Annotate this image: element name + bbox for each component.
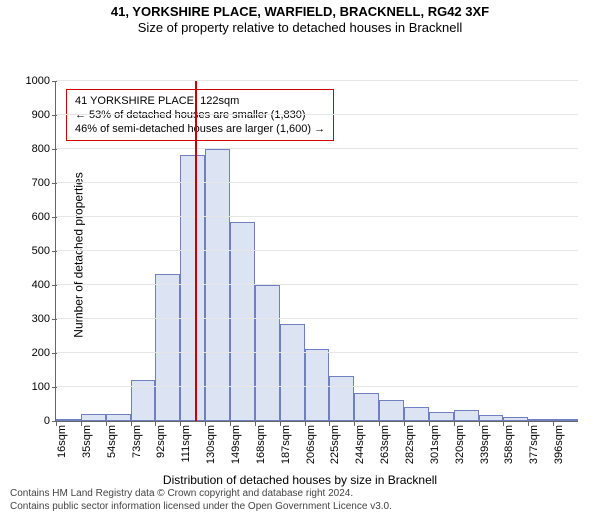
grid-line <box>56 182 578 183</box>
histogram-bar <box>553 419 578 421</box>
grid-line <box>56 352 578 353</box>
grid-line <box>56 148 578 149</box>
histogram-bar <box>56 419 81 421</box>
histogram-bar <box>379 400 404 420</box>
histogram-bar <box>155 274 180 420</box>
histogram-bar <box>528 419 553 421</box>
property-marker-line <box>195 81 197 421</box>
y-tick: 400 <box>32 279 56 291</box>
chart-titles: 41, YORKSHIRE PLACE, WARFIELD, BRACKNELL… <box>0 0 600 37</box>
histogram-bar <box>81 414 106 421</box>
footer-line-2: Contains public sector information licen… <box>10 500 600 513</box>
histogram-bar <box>180 155 205 420</box>
y-tick: 0 <box>44 415 56 427</box>
y-tick: 500 <box>32 245 56 257</box>
grid-line <box>56 216 578 217</box>
annotation-box: 41 YORKSHIRE PLACE: 122sqm ← 53% of deta… <box>66 89 334 142</box>
grid-line <box>56 284 578 285</box>
annotation-line-3: 46% of semi-detached houses are larger (… <box>75 122 325 136</box>
histogram-bar <box>354 393 379 420</box>
grid-line <box>56 114 578 115</box>
histogram-bar <box>404 407 429 421</box>
histogram-bar <box>280 324 305 421</box>
grid-line <box>56 386 578 387</box>
annotation-line-2: ← 53% of detached houses are smaller (1,… <box>75 108 325 122</box>
y-tick: 1000 <box>26 75 56 87</box>
grid-line <box>56 318 578 319</box>
x-axis-label: Distribution of detached houses by size … <box>0 473 600 487</box>
y-tick: 900 <box>32 109 56 121</box>
grid-line <box>56 80 578 81</box>
histogram-bar <box>454 410 479 420</box>
title-sub: Size of property relative to detached ho… <box>0 20 600 36</box>
histogram-bar <box>329 376 354 420</box>
chart-area: Number of detached properties 16sqm35sqm… <box>0 37 600 473</box>
histogram-bar <box>503 417 528 420</box>
y-tick: 300 <box>32 313 56 325</box>
histogram-bar <box>479 415 504 420</box>
histogram-bar <box>205 149 230 421</box>
y-tick: 700 <box>32 177 56 189</box>
plot-area: 16sqm35sqm54sqm73sqm92sqm111sqm130sqm149… <box>55 81 578 422</box>
histogram-bar <box>255 285 280 421</box>
histogram-bar <box>429 412 454 421</box>
y-tick: 200 <box>32 347 56 359</box>
y-tick: 800 <box>32 143 56 155</box>
histogram-bar <box>230 222 255 421</box>
annotation-line-1: 41 YORKSHIRE PLACE: 122sqm <box>75 94 325 108</box>
title-main: 41, YORKSHIRE PLACE, WARFIELD, BRACKNELL… <box>0 4 600 20</box>
histogram-bar <box>106 414 131 421</box>
y-tick: 600 <box>32 211 56 223</box>
y-tick: 100 <box>32 381 56 393</box>
footer-line-1: Contains HM Land Registry data © Crown c… <box>10 487 600 500</box>
grid-line <box>56 250 578 251</box>
